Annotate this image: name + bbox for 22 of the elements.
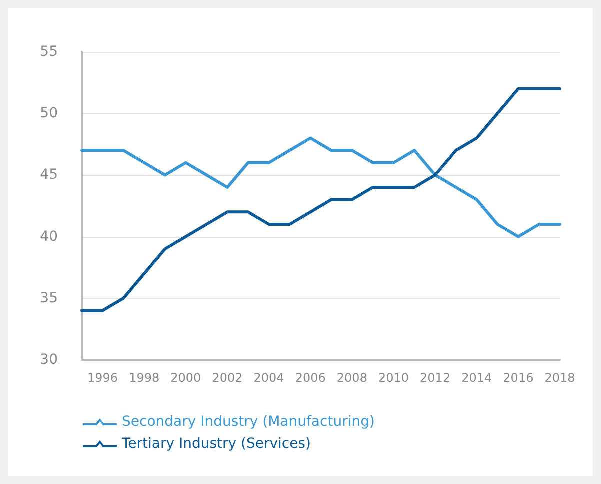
y-tick-label: 30 — [40, 352, 58, 368]
x-tick-label: 2002 — [212, 371, 243, 385]
y-tick-label: 45 — [40, 167, 58, 184]
y-tick-label: 50 — [40, 106, 58, 122]
x-tick-label: 2004 — [254, 371, 284, 385]
y-tick-label: 40 — [40, 228, 58, 245]
x-tick-label: 2008 — [336, 371, 368, 385]
line-series — [80, 136, 562, 238]
x-tick-label: 1998 — [129, 371, 160, 385]
x-tick-label: 2012 — [420, 371, 451, 385]
line-series — [80, 87, 562, 312]
y-tick-label: 35 — [40, 290, 58, 306]
x-tick-label: 2000 — [170, 371, 202, 385]
x-tick-label: 1996 — [88, 371, 118, 385]
legend-label: Tertiary Industry (Services) — [121, 436, 311, 452]
legend-label: Secondary Industry (Manufacturing) — [122, 414, 375, 430]
x-tick-label: 2014 — [462, 371, 492, 385]
x-tick-label: 2018 — [544, 371, 576, 385]
y-tick-label: 55 — [40, 44, 58, 60]
x-tick-label: 2006 — [295, 371, 326, 385]
x-tick-label: 2016 — [503, 371, 534, 385]
x-tick-label: 2010 — [378, 371, 410, 385]
